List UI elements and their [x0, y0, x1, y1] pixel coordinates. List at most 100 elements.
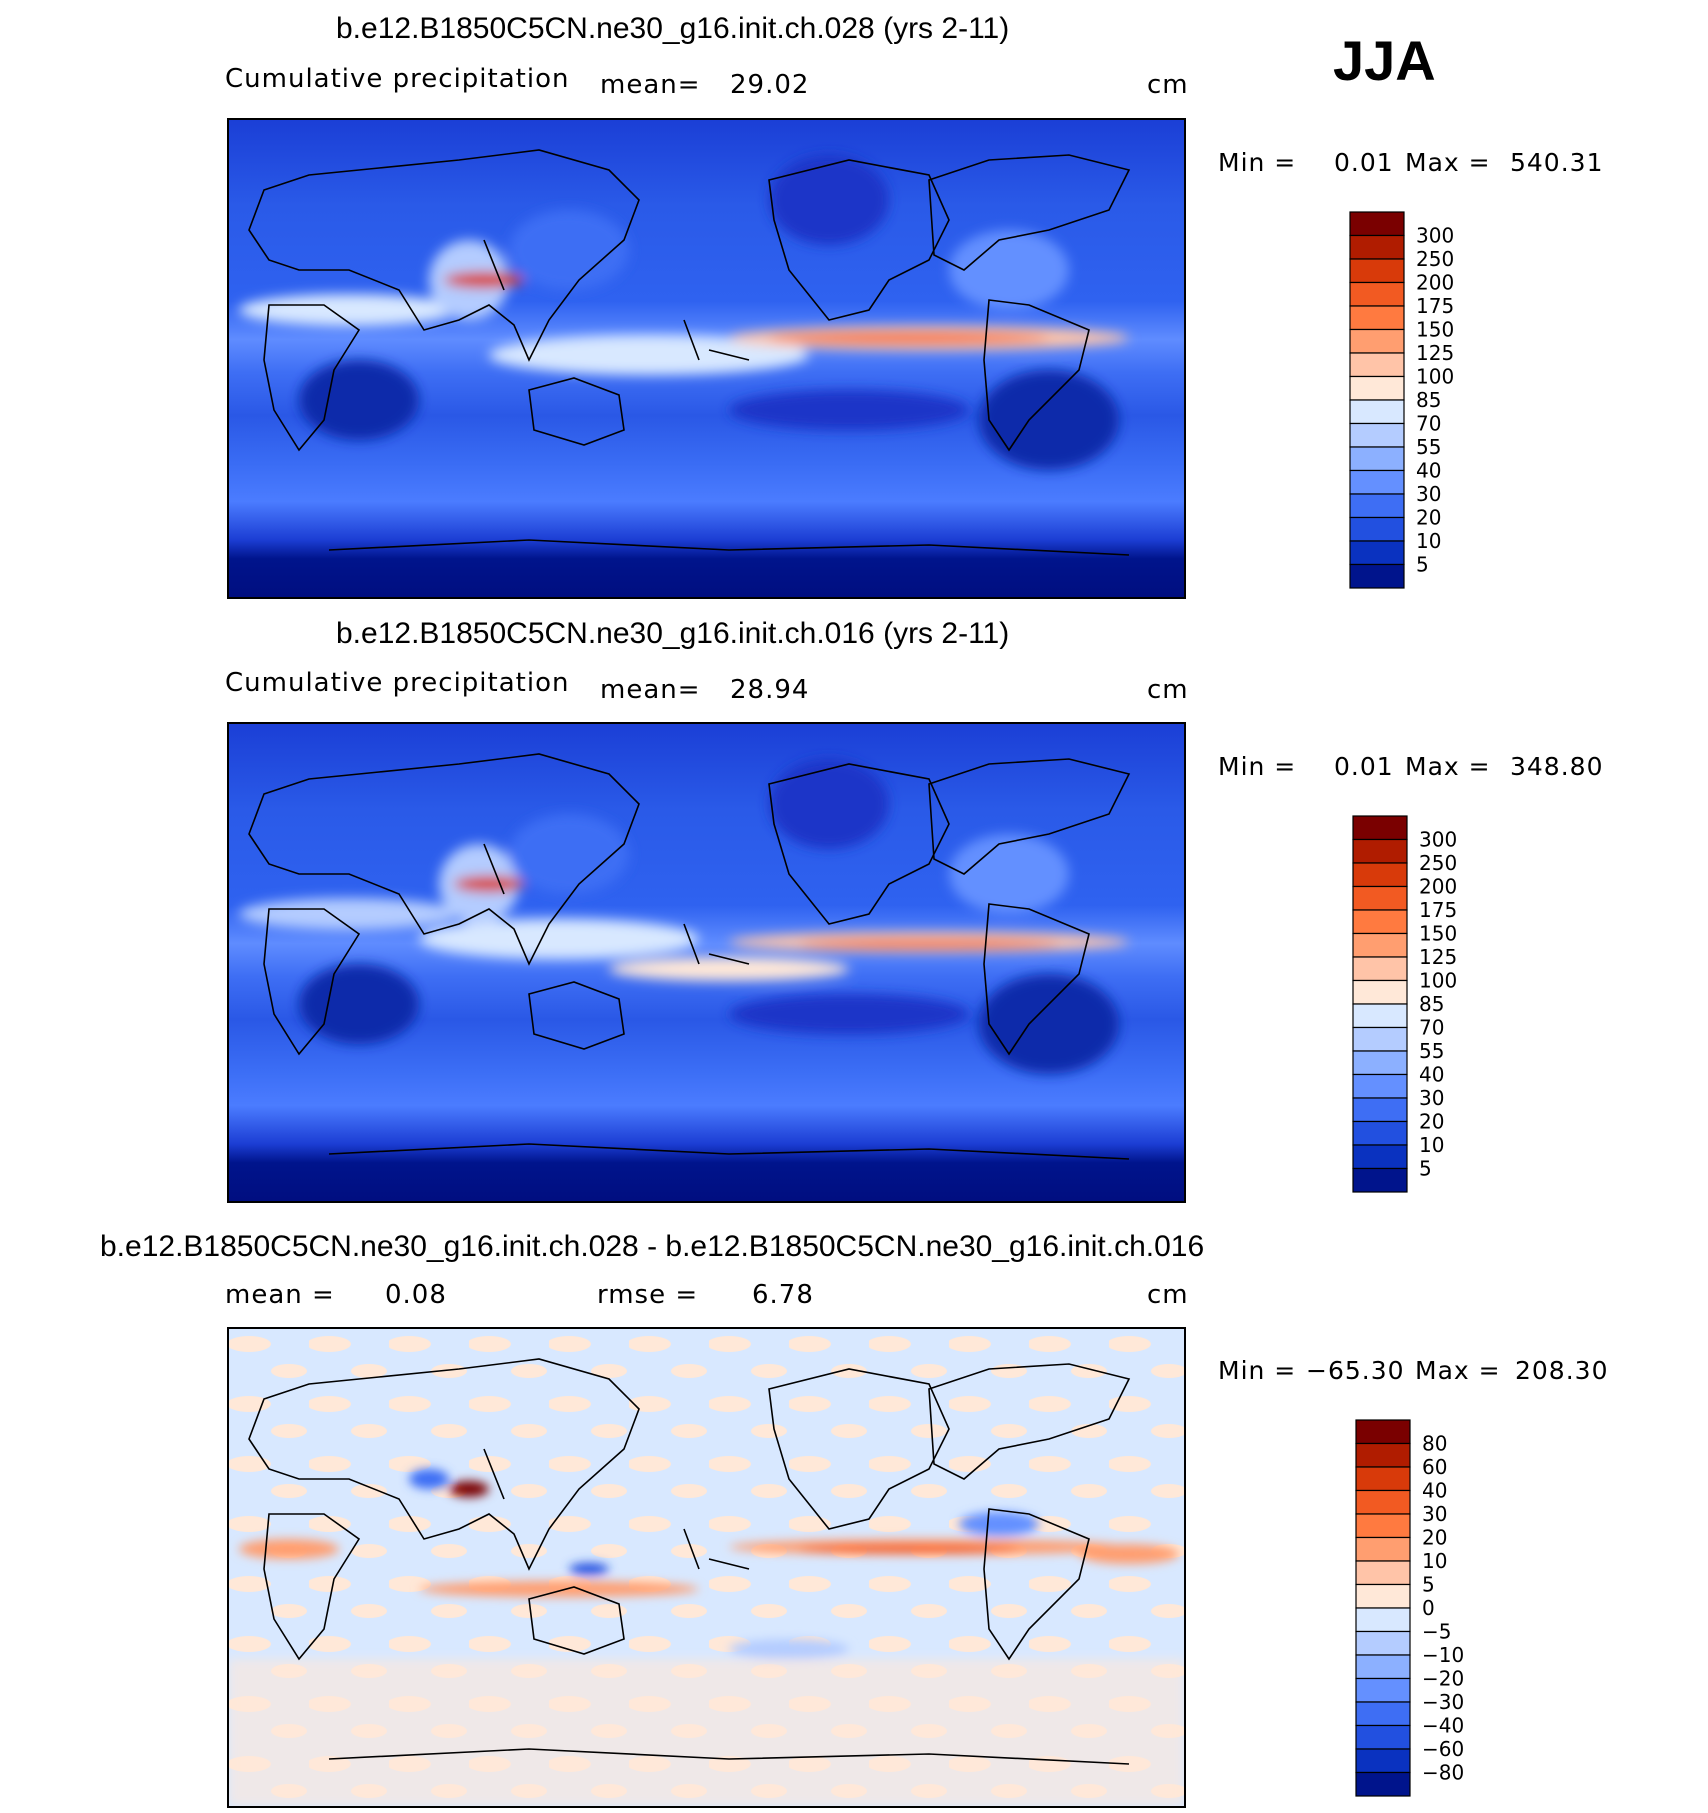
colorbar-box-3-0 — [1355, 1419, 1411, 1445]
colorbar-tick-label-2-11: 30 — [1419, 1086, 1444, 1110]
colorbar-box-2-2 — [1352, 862, 1408, 888]
colorbar-tick-label-2-0: 300 — [1419, 828, 1457, 852]
colorbar-box-1-3 — [1349, 281, 1405, 307]
colorbar-box-3-3 — [1355, 1489, 1411, 1515]
colorbar-box-2-5 — [1352, 932, 1408, 958]
colorbar-tick-label-1-10: 40 — [1416, 459, 1441, 483]
colorbar-tick-label-2-7: 85 — [1419, 992, 1444, 1016]
colorbar-tick-label-3-1: 60 — [1422, 1455, 1447, 1479]
panel-2-min-value: 0.01 — [1334, 752, 1394, 781]
colorbar-box-1-4 — [1349, 305, 1405, 331]
colorbar-box-1-13 — [1349, 516, 1405, 542]
colorbar-tick-label-1-9: 55 — [1416, 435, 1441, 459]
panel-2-mean-value: 28.94 — [730, 675, 810, 705]
panel-2-map — [227, 722, 1186, 1203]
colorbar-tick-label-2-8: 70 — [1419, 1016, 1444, 1040]
colorbar-tick-label-1-1: 250 — [1416, 247, 1454, 271]
colorbar-box-1-5 — [1349, 328, 1405, 354]
colorbar-box-2-7 — [1352, 979, 1408, 1005]
colorbar-box-3-13 — [1355, 1724, 1411, 1750]
colorbar-tick-label-2-1: 250 — [1419, 851, 1457, 875]
colorbar-tick-label-3-11: −30 — [1422, 1690, 1464, 1714]
colorbar-tick-label-2-14: 5 — [1419, 1157, 1432, 1181]
colorbar-tick-label-3-0: 80 — [1422, 1432, 1447, 1456]
panel-3-colorbar: 80 60 40 30 20 10 5 0 −5 −10 −20 −30 −40 −60 −80 — [1355, 1419, 1505, 1799]
colorbar-box-1-9 — [1349, 422, 1405, 448]
panel-1-max-value: 540.31 — [1510, 148, 1604, 177]
colorbar-box-3-15 — [1355, 1771, 1411, 1797]
colorbar-tick-label-3-4: 20 — [1422, 1526, 1447, 1550]
colorbar-tick-label-1-12: 20 — [1416, 506, 1441, 530]
panel-1-map-svg — [229, 120, 1184, 597]
colorbar-box-3-7 — [1355, 1583, 1411, 1609]
panel-1-units: cm — [1147, 70, 1189, 100]
panel-1-min-value: 0.01 — [1334, 148, 1394, 177]
colorbar-box-2-12 — [1352, 1097, 1408, 1123]
colorbar-tick-label-2-6: 100 — [1419, 969, 1457, 993]
colorbar-box-1-14 — [1349, 540, 1405, 566]
colorbar-tick-label-1-7: 85 — [1416, 388, 1441, 412]
colorbar-tick-label-3-8: −5 — [1422, 1620, 1451, 1644]
colorbar-tick-label-2-12: 20 — [1419, 1110, 1444, 1134]
colorbar-box-2-4 — [1352, 909, 1408, 935]
panel-3-mean-value: 0.08 — [385, 1280, 447, 1310]
colorbar-tick-label-2-4: 150 — [1419, 922, 1457, 946]
panel-3-map-svg — [229, 1329, 1184, 1806]
panel-3-max-label: Max = — [1415, 1356, 1501, 1385]
panel-3-min-label: Min = — [1218, 1356, 1297, 1385]
panel-2-map-svg — [229, 724, 1184, 1201]
colorbar-tick-label-1-0: 300 — [1416, 224, 1454, 248]
panel-1-map — [227, 118, 1186, 599]
colorbar-box-2-0 — [1352, 815, 1408, 841]
panel-1-mean-label: mean= — [600, 70, 701, 100]
colorbar-box-1-12 — [1349, 493, 1405, 519]
colorbar-tick-label-1-11: 30 — [1416, 482, 1441, 506]
colorbar-box-2-11 — [1352, 1073, 1408, 1099]
colorbar-tick-label-3-12: −40 — [1422, 1714, 1464, 1738]
colorbar-tick-label-3-7: 0 — [1422, 1596, 1435, 1620]
colorbar-tick-label-1-3: 175 — [1416, 294, 1454, 318]
panel-2-left-label: Cumulative precipitation — [225, 668, 570, 698]
colorbar-tick-label-3-13: −60 — [1422, 1737, 1464, 1761]
colorbar-box-1-7 — [1349, 375, 1405, 401]
colorbar-tick-label-1-5: 125 — [1416, 341, 1454, 365]
panel-3-rmse-value: 6.78 — [752, 1280, 814, 1310]
colorbar-box-1-8 — [1349, 399, 1405, 425]
colorbar-box-1-2 — [1349, 258, 1405, 284]
colorbar-box-2-3 — [1352, 885, 1408, 911]
colorbar-box-1-1 — [1349, 234, 1405, 260]
panel-3-rmse-label: rmse = — [597, 1280, 699, 1310]
colorbar-box-3-2 — [1355, 1466, 1411, 1492]
panel-2-max-label: Max = — [1405, 752, 1491, 781]
colorbar-tick-label-1-14: 5 — [1416, 553, 1429, 577]
colorbar-box-3-10 — [1355, 1654, 1411, 1680]
colorbar-tick-label-3-2: 40 — [1422, 1479, 1447, 1503]
panel-2-mean-label: mean= — [600, 675, 701, 705]
panel-1-min-label: Min = — [1218, 148, 1297, 177]
colorbar-box-3-8 — [1355, 1607, 1411, 1633]
panel-3-coastlines — [248, 1358, 1131, 1765]
colorbar-box-2-14 — [1352, 1144, 1408, 1170]
colorbar-tick-label-3-3: 30 — [1422, 1502, 1447, 1526]
colorbar-box-2-9 — [1352, 1026, 1408, 1052]
colorbar-box-3-4 — [1355, 1513, 1411, 1539]
colorbar-box-3-5 — [1355, 1536, 1411, 1562]
colorbar-tick-label-2-10: 40 — [1419, 1063, 1444, 1087]
colorbar-box-2-6 — [1352, 956, 1408, 982]
panel-2-units: cm — [1147, 675, 1189, 705]
colorbar-tick-label-2-5: 125 — [1419, 945, 1457, 969]
colorbar-box-1-11 — [1349, 469, 1405, 495]
panel-3-max-value: 208.30 — [1515, 1356, 1609, 1385]
colorbar-box-1-0 — [1349, 211, 1405, 237]
colorbar-box-3-11 — [1355, 1677, 1411, 1703]
panel-1-colorbar: 300 250 200 175 150 125 100 85 70 55 40 30 20 10 5 — [1349, 211, 1499, 591]
colorbar-tick-label-3-5: 10 — [1422, 1549, 1447, 1573]
panel-1-max-label: Max = — [1405, 148, 1491, 177]
panel-2-min-label: Min = — [1218, 752, 1297, 781]
colorbar-box-1-15 — [1349, 563, 1405, 589]
colorbar-tick-label-2-9: 55 — [1419, 1039, 1444, 1063]
panel-1-title: b.e12.B1850C5CN.ne30_g16.init.ch.028 (yr… — [336, 12, 1010, 45]
colorbar-box-2-1 — [1352, 838, 1408, 864]
